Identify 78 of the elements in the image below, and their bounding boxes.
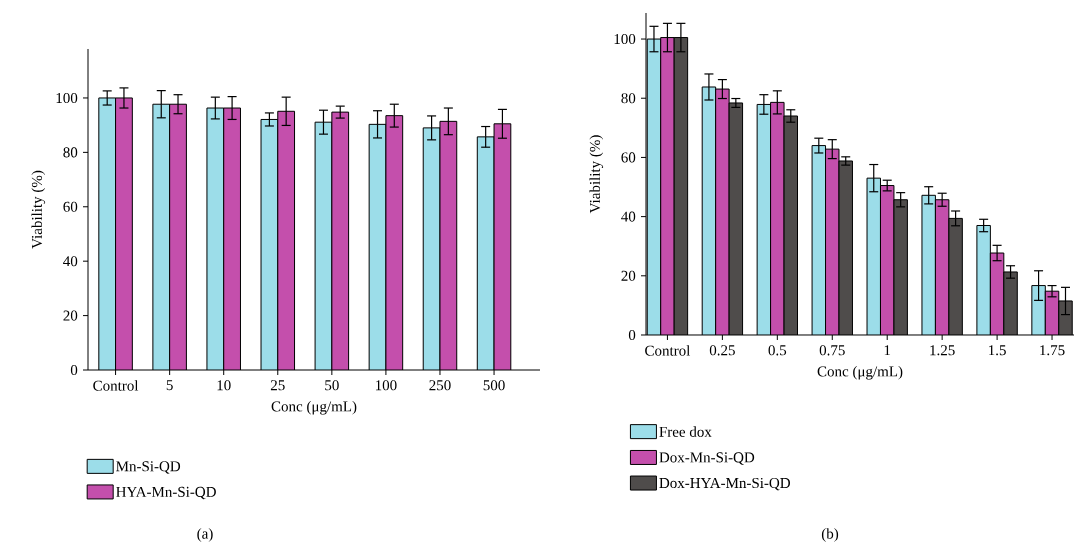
bar xyxy=(152,104,170,370)
bar xyxy=(948,218,963,335)
text: (b) xyxy=(821,528,839,542)
y-tick-label: 20 xyxy=(621,270,636,281)
bar xyxy=(880,185,894,335)
bar xyxy=(757,104,771,335)
bar xyxy=(935,199,949,335)
x-tick-label: 1.5 xyxy=(989,345,1006,356)
y-tick-label: 0 xyxy=(628,329,636,341)
y-tick-label: 80 xyxy=(621,93,636,104)
bar xyxy=(674,37,688,335)
bar xyxy=(976,225,991,335)
bar xyxy=(315,122,332,370)
bar xyxy=(1003,271,1018,335)
x-tick-label: 1 xyxy=(884,345,891,356)
x-tick-label: Control xyxy=(645,345,691,356)
y-tick-label: 80 xyxy=(63,147,78,158)
text: (a) xyxy=(197,528,213,542)
bar xyxy=(921,195,936,335)
bar xyxy=(493,123,512,370)
bar xyxy=(1031,285,1046,335)
bar xyxy=(839,160,853,335)
bar xyxy=(729,102,743,335)
legend-label: Dox-Mn-Si-QD xyxy=(659,452,755,465)
bar xyxy=(715,89,730,335)
bar xyxy=(206,108,224,370)
y-axis-title: Viability (%) xyxy=(589,135,604,214)
bar xyxy=(369,124,386,370)
x-tick-label: 0.25 xyxy=(709,345,735,356)
x-tick-label: 100 xyxy=(375,380,397,391)
bar xyxy=(277,111,295,370)
y-tick-label: 60 xyxy=(621,152,636,163)
y-tick-label: 0 xyxy=(70,364,78,376)
legend-label: Free dox xyxy=(659,426,712,437)
bar xyxy=(660,37,675,335)
x-tick-label: 250 xyxy=(429,380,451,391)
x-tick-label: 500 xyxy=(483,380,505,391)
x-tick-label: 1.75 xyxy=(1040,345,1065,356)
bar xyxy=(331,112,349,370)
bar xyxy=(812,145,826,335)
x-tick-label: 0.5 xyxy=(768,345,787,356)
x-axis-title: Conc (μg/mL) xyxy=(817,365,903,380)
bar xyxy=(385,115,403,370)
y-tick-label: 100 xyxy=(614,33,636,45)
y-tick-label: 40 xyxy=(63,256,78,267)
bar xyxy=(169,104,187,370)
bar xyxy=(1058,300,1073,335)
legend-label: HYA-Mn-Si-QD xyxy=(116,486,216,500)
bar xyxy=(423,127,440,370)
x-tick-label: Control xyxy=(93,380,139,391)
y-tick-label: 100 xyxy=(56,92,78,104)
x-tick-label: 0.75 xyxy=(819,345,845,356)
y-tick-label: 60 xyxy=(63,201,78,212)
bar xyxy=(784,115,798,335)
y-tick-label: 20 xyxy=(63,310,78,321)
x-axis-title: Conc (μg/mL) xyxy=(271,400,357,415)
bar xyxy=(702,86,716,335)
bar xyxy=(1044,290,1060,335)
legend-label: Dox-HYA-Mn-Si-QD xyxy=(659,477,790,491)
bar xyxy=(223,108,241,370)
bar xyxy=(867,178,881,335)
bar xyxy=(647,39,661,335)
x-tick-label: 5 xyxy=(166,380,173,391)
bar xyxy=(770,102,785,335)
bar xyxy=(476,136,495,370)
bar xyxy=(439,121,457,370)
bar xyxy=(893,199,908,335)
x-tick-label: 50 xyxy=(325,380,339,391)
bar xyxy=(825,149,839,335)
bar xyxy=(98,97,116,370)
x-tick-label: 10 xyxy=(217,380,231,391)
y-axis-title: Viability (%) xyxy=(31,170,46,249)
bar xyxy=(115,97,133,370)
y-tick-label: 40 xyxy=(621,211,636,222)
x-tick-label: 1.25 xyxy=(930,345,955,356)
bar xyxy=(261,119,278,370)
x-tick-label: 25 xyxy=(270,380,285,391)
legend-label: Mn-Si-QD xyxy=(116,461,181,474)
